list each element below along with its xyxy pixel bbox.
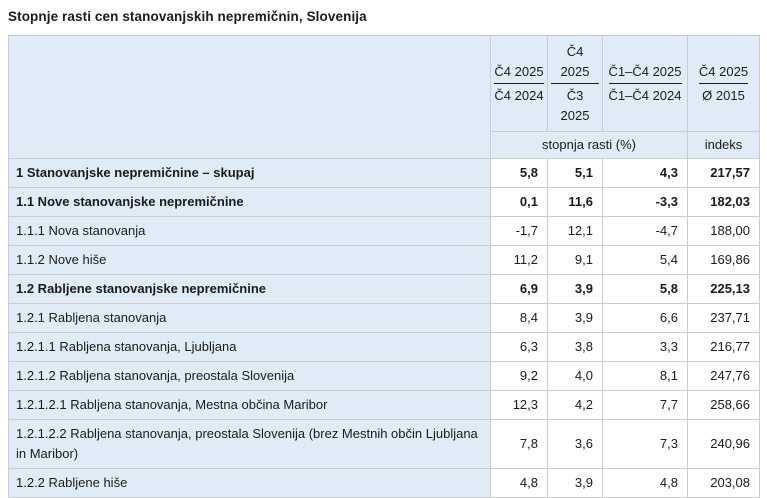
period-numerator: Č1–Č4 2025 (608, 62, 682, 84)
corner-cell (8, 35, 491, 159)
header-periods-row: Č4 2025 Č4 2024 Č4 2025 Č3 2025 Č1–Č4 20… (8, 35, 760, 159)
units-index-header: indeks (687, 131, 760, 159)
row-value: 237,71 (687, 303, 760, 333)
table-row: 1.2.1.2 Rabljena stanovanja, preostala S… (8, 361, 760, 391)
period-numerator: Č4 2025 (494, 62, 544, 84)
period-denominator: Č3 2025 (560, 88, 590, 123)
row-label: 1.2.1.2 Rabljena stanovanja, preostala S… (8, 361, 491, 391)
row-value: 5,8 (602, 274, 688, 304)
period-numerator: Č4 2025 (698, 62, 749, 84)
row-value: 7,3 (602, 419, 688, 469)
row-value: -1,7 (490, 216, 548, 246)
table-row: 1.2.1.2.2 Rabljena stanovanja, preostala… (8, 419, 760, 469)
period-denominator: Č1–Č4 2024 (608, 88, 682, 103)
row-value: 8,4 (490, 303, 548, 333)
column-header-period-4: Č4 2025 Ø 2015 (687, 35, 760, 132)
row-value: 9,1 (547, 245, 603, 275)
header-units-row: stopnja rasti (%) indeks (9, 131, 760, 159)
table-header: Č4 2025 Č4 2024 Č4 2025 Č3 2025 Č1–Č4 20… (8, 35, 760, 159)
row-value: 11,2 (490, 245, 548, 275)
row-value: 3,9 (547, 468, 603, 498)
row-value: -3,3 (602, 187, 688, 217)
row-value: 258,66 (687, 390, 760, 420)
row-value: 12,1 (547, 216, 603, 246)
table-row: 1.2.1.1 Rabljena stanovanja, Ljubljana 6… (8, 332, 760, 362)
row-label: 1.2.2 Rabljene hiše (8, 468, 491, 498)
table-row: 1.2 Rabljene stanovanjske nepremičnine 6… (8, 274, 760, 304)
row-value: 5,8 (490, 158, 548, 188)
row-value: 188,00 (687, 216, 760, 246)
row-label: 1.2.1.2.2 Rabljena stanovanja, preostala… (8, 419, 491, 469)
row-label: 1.2.1.1 Rabljena stanovanja, Ljubljana (8, 332, 491, 362)
table-row: 1.1.2 Nove hiše 11,2 9,1 5,4 169,86 (8, 245, 760, 275)
page-title: Stopnje rasti cen stanovanjskih nepremič… (8, 9, 367, 24)
row-value: 7,7 (602, 390, 688, 420)
row-value: 203,08 (687, 468, 760, 498)
row-value: 4,8 (490, 468, 548, 498)
row-value: -4,7 (602, 216, 688, 246)
row-value: 3,3 (602, 332, 688, 362)
row-value: 4,0 (547, 361, 603, 391)
row-value: 3,8 (547, 332, 603, 362)
row-value: 5,1 (547, 158, 603, 188)
period-numerator: Č4 2025 (551, 42, 599, 84)
table-body: 1 Stanovanjske nepremičnine – skupaj 5,8… (8, 158, 760, 498)
row-label: 1.2.1.2.1 Rabljena stanovanja, Mestna ob… (8, 390, 491, 420)
row-label: 1.2 Rabljene stanovanjske nepremičnine (8, 274, 491, 304)
row-value: 217,57 (687, 158, 760, 188)
row-value: 5,4 (602, 245, 688, 275)
column-header-period-3: Č1–Č4 2025 Č1–Č4 2024 (602, 35, 688, 132)
row-value: 8,1 (602, 361, 688, 391)
row-value: 225,13 (687, 274, 760, 304)
row-value: 169,86 (687, 245, 760, 275)
row-value: 182,03 (687, 187, 760, 217)
table-row: 1.1.1 Nova stanovanja -1,7 12,1 -4,7 188… (8, 216, 760, 246)
row-value: 11,6 (547, 187, 603, 217)
row-value: 9,2 (490, 361, 548, 391)
row-value: 240,96 (687, 419, 760, 469)
period-denominator: Č4 2024 (494, 88, 544, 103)
row-label: 1.1.2 Nove hiše (8, 245, 491, 275)
row-label: 1 Stanovanjske nepremičnine – skupaj (8, 158, 491, 188)
row-label: 1.1 Nove stanovanjske nepremičnine (8, 187, 491, 217)
row-value: 6,9 (490, 274, 548, 304)
row-value: 7,8 (490, 419, 548, 469)
table-row: 1.2.1 Rabljena stanovanja 8,4 3,9 6,6 23… (8, 303, 760, 333)
row-value: 216,77 (687, 332, 760, 362)
table-row: 1.1 Nove stanovanjske nepremičnine 0,1 1… (8, 187, 760, 217)
row-value: 4,3 (602, 158, 688, 188)
row-value: 3,6 (547, 419, 603, 469)
row-value: 0,1 (490, 187, 548, 217)
row-value: 3,9 (547, 274, 603, 304)
table-row: 1.2.2 Rabljene hiše 4,8 3,9 4,8 203,08 (8, 468, 760, 498)
table-row: 1 Stanovanjske nepremičnine – skupaj 5,8… (8, 158, 760, 188)
row-value: 3,9 (547, 303, 603, 333)
column-header-period-1: Č4 2025 Č4 2024 (490, 35, 548, 132)
units-rate-header: stopnja rasti (%) (490, 131, 688, 159)
period-denominator: Ø 2015 (702, 88, 745, 103)
row-value: 4,2 (547, 390, 603, 420)
row-value: 6,3 (490, 332, 548, 362)
row-value: 247,76 (687, 361, 760, 391)
row-label: 1.2.1 Rabljena stanovanja (8, 303, 491, 333)
row-label: 1.1.1 Nova stanovanja (8, 216, 491, 246)
row-value: 6,6 (602, 303, 688, 333)
table-row: 1.2.1.2.1 Rabljena stanovanja, Mestna ob… (8, 390, 760, 420)
row-value: 12,3 (490, 390, 548, 420)
column-header-period-2: Č4 2025 Č3 2025 (547, 35, 603, 132)
row-value: 4,8 (602, 468, 688, 498)
price-index-table: Č4 2025 Č4 2024 Č4 2025 Č3 2025 Č1–Č4 20… (8, 35, 760, 498)
